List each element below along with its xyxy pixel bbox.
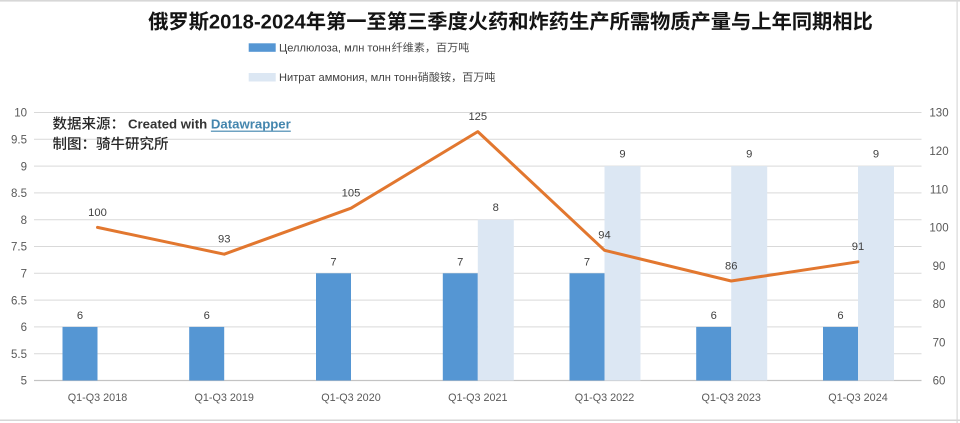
svg-text:9: 9 bbox=[619, 148, 625, 160]
svg-text:6: 6 bbox=[21, 322, 27, 334]
svg-text:86: 86 bbox=[725, 260, 737, 272]
svg-text:125: 125 bbox=[468, 111, 487, 123]
svg-text:Q1-Q3 2023: Q1-Q3 2023 bbox=[701, 392, 760, 404]
svg-text:Q1-Q3 2021: Q1-Q3 2021 bbox=[448, 392, 507, 404]
svg-text:9: 9 bbox=[21, 161, 27, 173]
svg-text:5.5: 5.5 bbox=[11, 349, 27, 361]
svg-text:Q1-Q3 2022: Q1-Q3 2022 bbox=[575, 392, 634, 404]
svg-text:6: 6 bbox=[837, 310, 843, 322]
svg-text:6: 6 bbox=[711, 310, 717, 322]
svg-text:7: 7 bbox=[457, 257, 463, 269]
svg-text:100: 100 bbox=[929, 223, 948, 235]
svg-text:94: 94 bbox=[598, 230, 610, 242]
svg-text:5: 5 bbox=[21, 376, 27, 388]
svg-text:Created with: Created with bbox=[128, 117, 207, 132]
svg-text:90: 90 bbox=[933, 261, 946, 273]
svg-text:10: 10 bbox=[14, 108, 27, 120]
svg-text:9: 9 bbox=[873, 148, 879, 160]
svg-text:6: 6 bbox=[204, 310, 210, 322]
svg-text:Q1-Q3 2019: Q1-Q3 2019 bbox=[194, 392, 253, 404]
svg-text:Q1-Q3 2018: Q1-Q3 2018 bbox=[68, 392, 127, 404]
svg-text:Datawrapper: Datawrapper bbox=[211, 117, 291, 132]
svg-text:7: 7 bbox=[330, 257, 336, 269]
svg-text:8: 8 bbox=[493, 202, 499, 214]
svg-text:7.5: 7.5 bbox=[11, 242, 27, 254]
svg-text:Нитрат аммония, млн тонн: Нитрат аммония, млн тонн bbox=[279, 72, 417, 84]
svg-text:8: 8 bbox=[21, 215, 27, 227]
svg-text:70: 70 bbox=[933, 337, 946, 349]
svg-text:120: 120 bbox=[929, 146, 948, 158]
svg-text:2018-2024: 2018-2024 bbox=[209, 12, 307, 34]
svg-text:6: 6 bbox=[77, 310, 83, 322]
svg-text:91: 91 bbox=[852, 241, 864, 253]
svg-text:9: 9 bbox=[746, 148, 752, 160]
svg-text:110: 110 bbox=[930, 184, 948, 196]
svg-text:7: 7 bbox=[21, 269, 27, 281]
svg-text:80: 80 bbox=[933, 299, 946, 311]
svg-text:93: 93 bbox=[218, 234, 230, 246]
svg-text:6.5: 6.5 bbox=[11, 295, 27, 307]
svg-text:130: 130 bbox=[929, 108, 948, 120]
svg-text:Q1-Q3 2024: Q1-Q3 2024 bbox=[828, 392, 887, 404]
svg-text:9.5: 9.5 bbox=[11, 135, 27, 147]
svg-text:100: 100 bbox=[88, 207, 107, 219]
svg-text:Q1-Q3 2020: Q1-Q3 2020 bbox=[321, 392, 380, 404]
svg-text:105: 105 bbox=[342, 188, 361, 200]
svg-text:7: 7 bbox=[584, 257, 590, 269]
svg-text:Целлюлоза, млн тонн: Целлюлоза, млн тонн bbox=[279, 42, 391, 54]
svg-text:8.5: 8.5 bbox=[11, 188, 27, 200]
svg-text:60: 60 bbox=[933, 376, 946, 388]
